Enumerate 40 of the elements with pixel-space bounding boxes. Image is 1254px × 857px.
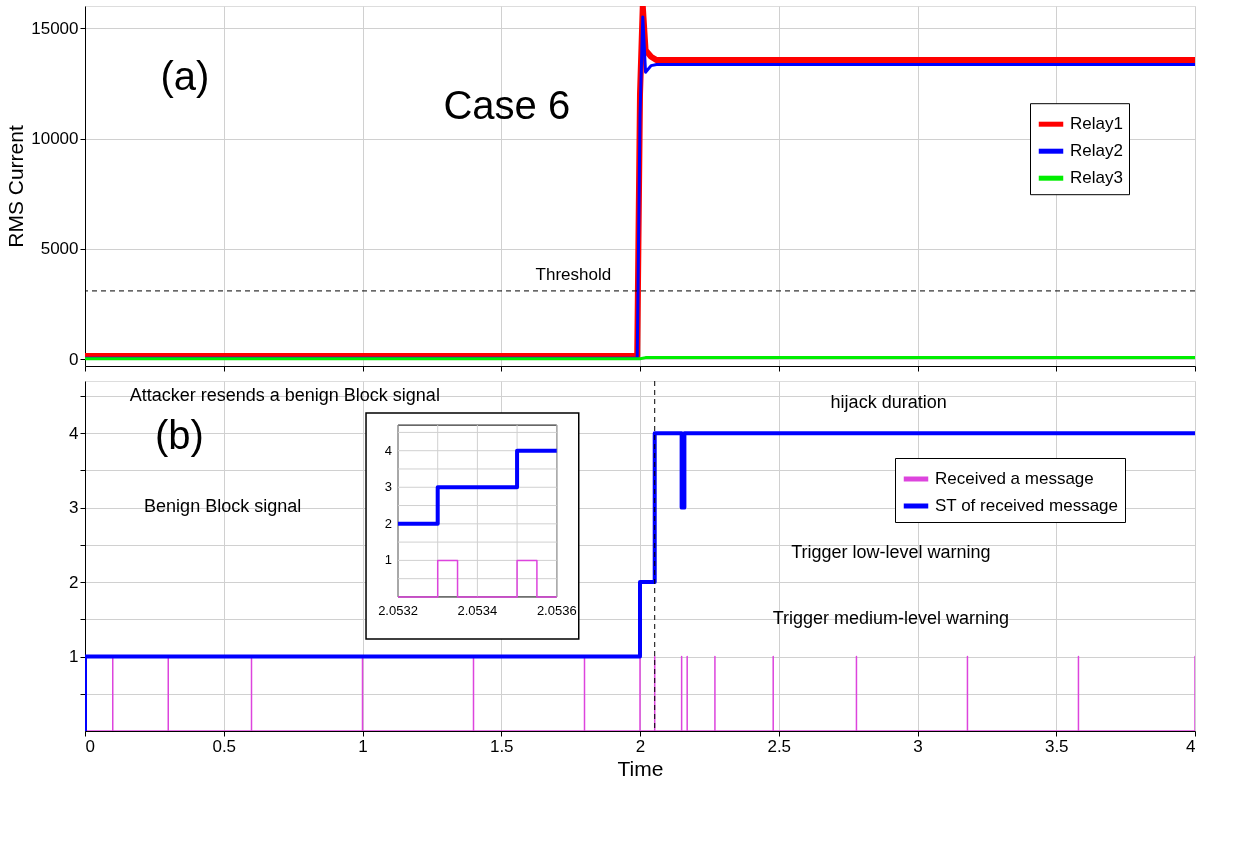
y-tick-label: 2 <box>384 515 393 531</box>
x-tick-label: 2.5 <box>767 736 792 756</box>
annotation: hijack duration <box>830 392 947 413</box>
legend-label: Relay1 <box>1070 114 1123 134</box>
annotation: (b) <box>154 413 204 457</box>
x-tick-label: 3 <box>913 736 923 756</box>
annotation: Case 6 <box>443 82 571 127</box>
y-tick-label: 4 <box>69 423 79 443</box>
y-tick-label: 2 <box>69 572 79 592</box>
legend-label: Received a message <box>935 469 1094 488</box>
ref-line-label: Threshold <box>535 264 612 284</box>
y-tick-label: 1 <box>384 552 393 568</box>
y-tick-label: 4 <box>384 442 393 458</box>
x-tick-label: 4 <box>1186 736 1196 756</box>
legend-label: Relay3 <box>1070 168 1123 188</box>
y-tick-label: 3 <box>69 498 79 518</box>
annotation: Trigger medium-level warning <box>772 608 1010 628</box>
legend-label: Relay2 <box>1070 141 1123 161</box>
annotation: (a) <box>160 54 210 98</box>
annotation: Benign Block signal <box>144 496 302 516</box>
y-tick-label: 10000 <box>31 129 79 149</box>
annotation: Attacker resends a benign Block signal <box>129 385 440 406</box>
x-tick-label: 1.5 <box>489 736 514 756</box>
x-tick-label: 2.0536 <box>536 602 577 618</box>
y-tick-label: 3 <box>384 479 393 495</box>
x-tick-label: 2.0534 <box>457 602 498 618</box>
x-axis-title: Time <box>617 756 664 780</box>
x-tick-label: 0.5 <box>212 736 237 756</box>
y-tick-label: 5000 <box>40 239 79 259</box>
y-tick-label: 0 <box>69 349 79 369</box>
annotation: Trigger low-level warning <box>791 541 991 562</box>
x-tick-label: 2 <box>635 736 646 756</box>
x-tick-label: 3.5 <box>1044 736 1069 756</box>
y-tick-label: 15000 <box>31 18 79 38</box>
x-tick-label: 2.0532 <box>378 602 418 618</box>
legend-label: ST of received message <box>935 496 1118 515</box>
y-tick-label: 1 <box>69 647 79 667</box>
x-tick-label: 1 <box>358 736 368 756</box>
x-tick-label: 0 <box>85 736 95 756</box>
y-axis-title: RMS Current <box>4 125 28 248</box>
